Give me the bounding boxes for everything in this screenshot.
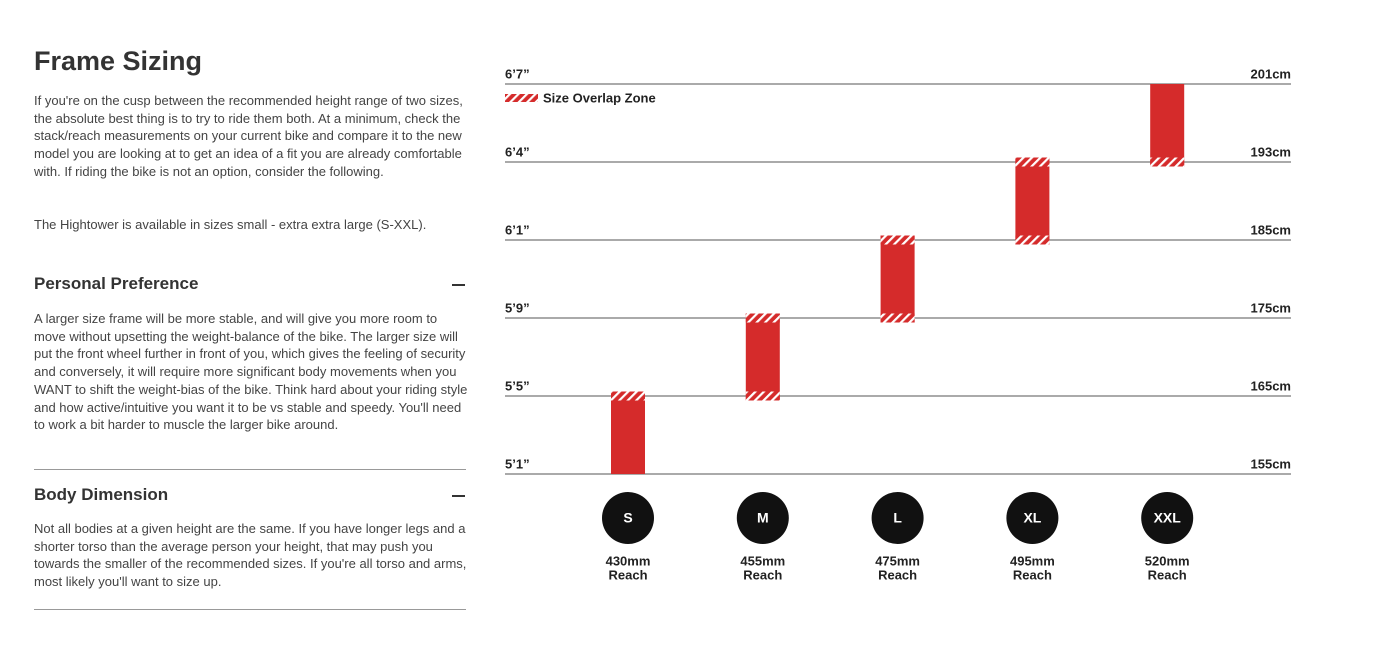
intro-text: If you're on the cusp between the recomm… [34,93,463,179]
size-badge [602,492,654,544]
reach-value: 475mm [875,553,920,568]
y2-tick-label: 185cm [1251,222,1291,237]
size-bar [1015,157,1050,245]
overlap-zone [880,235,915,245]
reach-label: Reach [1148,567,1187,582]
y-tick-label: 5’5” [505,378,530,393]
reach-value: 495mm [1010,553,1055,568]
divider [34,469,466,470]
reach-label: Reach [878,567,917,582]
size-bar [611,391,645,474]
reach-value: 455mm [740,553,785,568]
overlap-zone [880,313,915,323]
size-bar [880,235,915,323]
page-title: Frame Sizing [34,46,203,76]
y-tick-label: 6’1” [505,222,530,237]
size-label: S [623,510,632,526]
overlap-zone [745,313,780,323]
size-label: XL [1023,510,1041,526]
overlap-zone [1015,157,1050,167]
size-badge [736,492,789,544]
y-tick-label: 6’7” [505,66,530,81]
overlap-zone [611,391,645,401]
section-body: A larger size frame will be more stable,… [34,311,468,433]
size-badge [1006,492,1059,544]
overlap-zone [745,391,780,401]
y2-tick-label: 193cm [1251,144,1291,159]
intro-text: The Hightower is available in sizes smal… [34,217,427,232]
size-badge [1141,492,1194,544]
section-body: Not all bodies at a given height are the… [34,521,467,590]
y-tick-label: 5’1” [505,456,530,471]
size-bar [745,313,780,401]
reach-value: 520mm [1145,553,1190,568]
reach-label: Reach [608,567,647,582]
size-badge [871,492,924,544]
y2-tick-label: 165cm [1251,378,1291,393]
overlap-zone [1150,157,1185,167]
section-heading[interactable]: Personal Preference [34,274,199,293]
y-tick-label: 5’9” [505,300,530,315]
overlap-zone [1015,235,1050,245]
y2-tick-label: 175cm [1251,300,1291,315]
y2-tick-label: 201cm [1251,66,1291,81]
collapse-icon[interactable] [452,284,465,286]
size-bar [1150,84,1185,167]
reach-value: 430mm [606,553,651,568]
reach-label: Reach [1013,567,1052,582]
legend-label: Size Overlap Zone [543,90,656,105]
divider [34,609,466,610]
reach-label: Reach [743,567,782,582]
size-label: M [757,510,769,526]
y2-tick-label: 155cm [1251,456,1291,471]
section-heading[interactable]: Body Dimension [34,485,169,504]
legend-swatch [505,94,538,102]
size-label: L [893,510,902,526]
size-label: XXL [1154,510,1182,526]
collapse-icon[interactable] [452,495,465,497]
y-tick-label: 6’4” [505,144,530,159]
